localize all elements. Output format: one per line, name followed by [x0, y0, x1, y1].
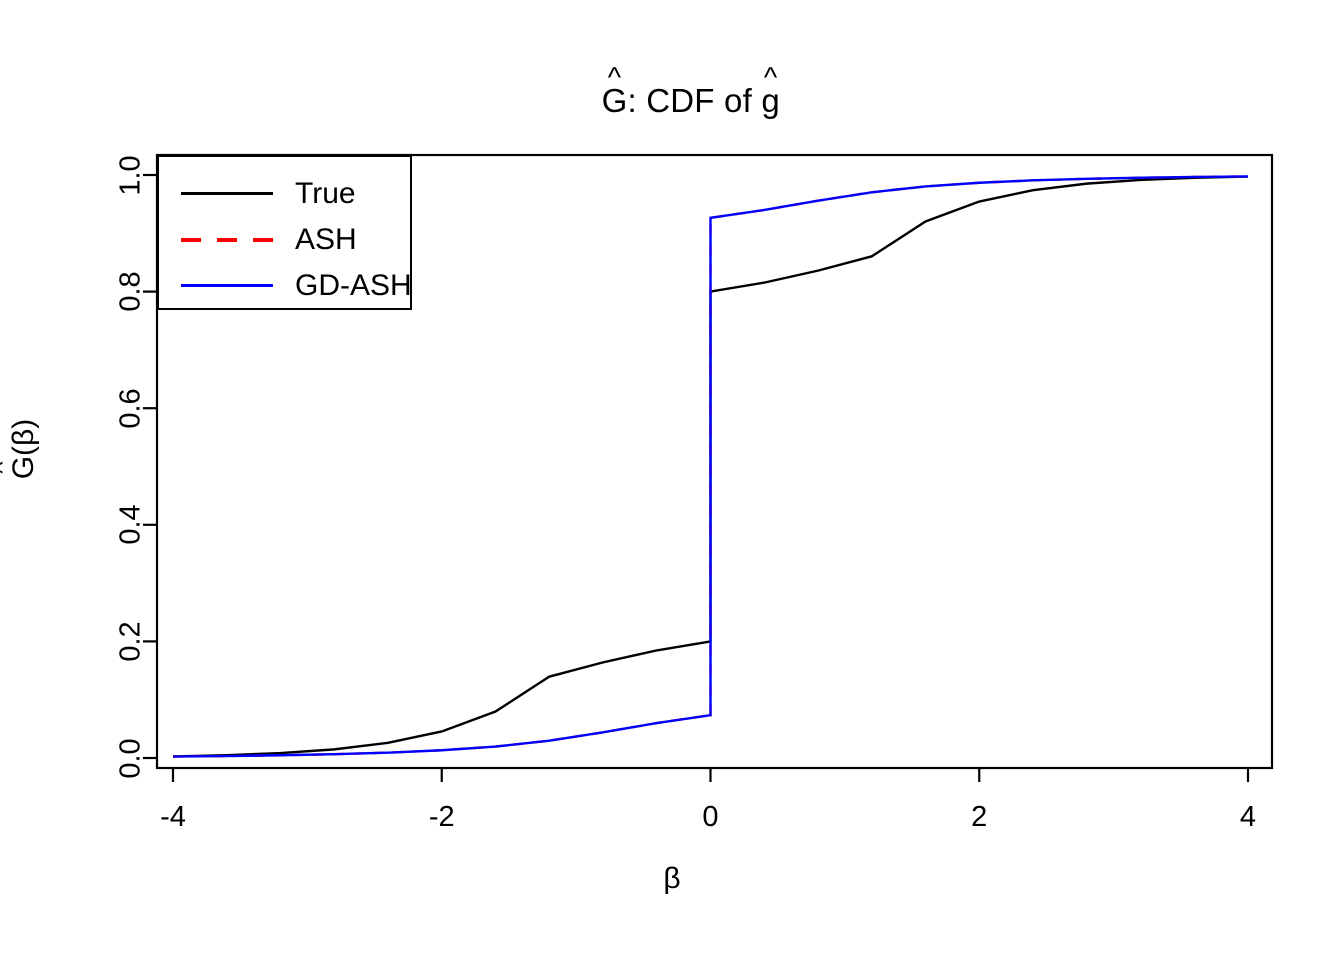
hat-accent-lower: ^	[763, 62, 778, 95]
axis-ticks	[143, 173, 1250, 782]
legend-label-true: True	[295, 177, 356, 210]
title-g-upper-letter: G	[601, 82, 628, 119]
legend-item-gdash[interactable]: GD-ASH	[159, 263, 412, 309]
y-tick-label: 0.8	[114, 271, 147, 312]
plot-box-frame	[155, 153, 1274, 770]
y-tick-label: 1.0	[114, 154, 147, 196]
y-tick-label: 0.0	[114, 737, 147, 779]
hat-accent-upper: ^	[607, 62, 622, 95]
x-tick-label: 0	[702, 801, 719, 833]
solid-line-icon-blue	[181, 284, 273, 287]
legend-key-true-line	[181, 192, 273, 196]
solid-line-icon	[181, 192, 273, 195]
x-tick-label: 2	[971, 801, 988, 833]
data-curves	[172, 175, 1249, 758]
title-middle: : CDF of	[627, 82, 762, 119]
legend-label-ash: ASH	[295, 223, 357, 256]
legend[interactable]: True ASH GD-ASH	[157, 155, 412, 310]
legend-key-ash-line	[181, 238, 273, 242]
title-g-lower-hat: ^ g	[761, 64, 780, 120]
title-g-upper-hat: ^ G	[601, 64, 628, 120]
x-tick-label: -2	[428, 801, 455, 833]
title-g-lower-letter: g	[761, 82, 780, 119]
x-tick-label: -4	[160, 801, 186, 833]
y-tick-label: 0.4	[114, 504, 147, 545]
legend-key-gdash-line	[181, 284, 273, 288]
curve-gd-ash	[172, 175, 1249, 758]
legend-item-ash[interactable]: ASH	[159, 217, 410, 263]
y-tick-label: 0.2	[114, 621, 147, 662]
dashed-line-icon	[181, 238, 273, 242]
y-tick-label: 0.6	[114, 388, 147, 429]
x-tick-label: 4	[1239, 801, 1257, 833]
x-axis-label: β	[663, 862, 681, 895]
legend-label-gdash: GD-ASH	[295, 269, 412, 302]
legend-item-true[interactable]: True	[159, 171, 410, 217]
chart-title: ^ G: CDF of ^ g	[0, 44, 1344, 158]
